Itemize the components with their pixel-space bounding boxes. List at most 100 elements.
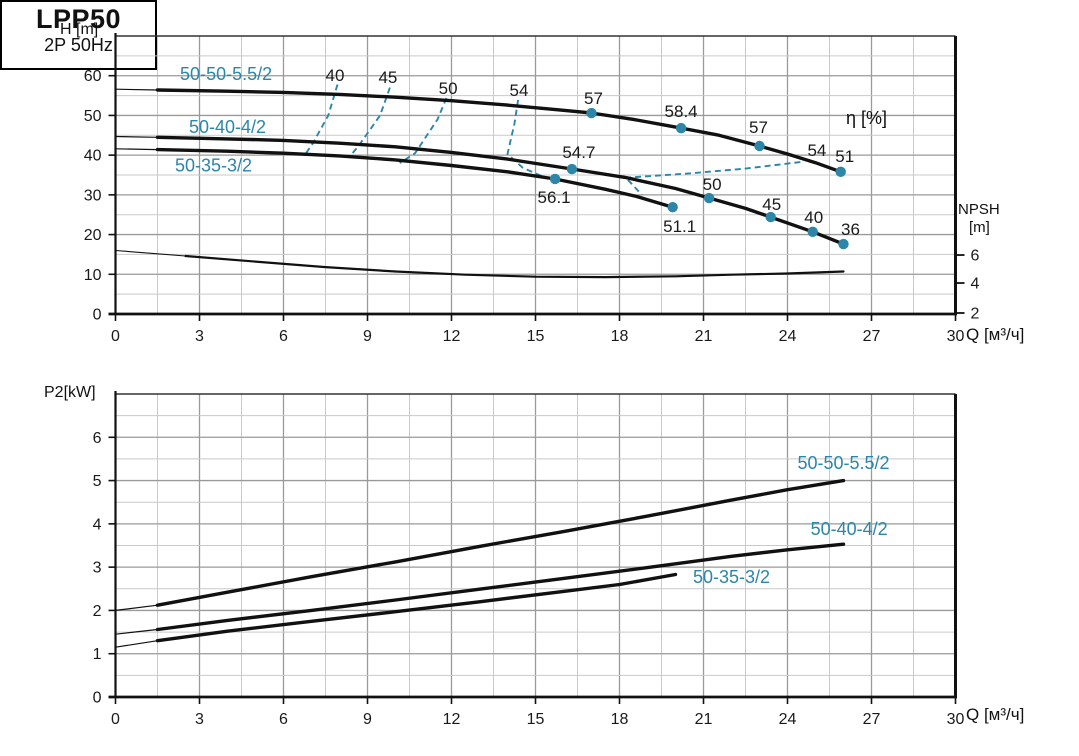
efficiency-point	[667, 201, 678, 213]
hq-x-tick-label: 15	[527, 328, 545, 345]
iso-efficiency-line-50	[399, 97, 448, 164]
iso-efficiency-line-link	[627, 179, 643, 196]
hq-x-tick-label: 9	[363, 328, 372, 345]
curve-lead-50-40-4-2	[115, 628, 158, 635]
hq-y-tick-label: 50	[84, 108, 102, 125]
hq-y-tick-label: 0	[93, 307, 102, 324]
hq-x-tick-label: 6	[279, 328, 288, 345]
p2-x-tick-label: 18	[611, 711, 629, 728]
hq-y-tick-label: 30	[84, 187, 102, 204]
iso-efficiency-label: 40	[326, 66, 345, 85]
curve-label-50-40-4-2: 50-40-4/2	[811, 519, 888, 539]
hq-y-tick-label: 10	[84, 267, 102, 284]
p2-x-tick-label: 30	[947, 711, 965, 728]
curve-lead-50-40-4-2	[115, 135, 158, 138]
p2-x-tick-label: 0	[111, 711, 120, 728]
iso-efficiency-label: 50	[439, 79, 458, 98]
p2-x-tick-label: 27	[863, 711, 881, 728]
curve-lead-50-35-3-2	[115, 148, 158, 151]
p2-x-tick-label: 12	[443, 711, 461, 728]
hq-y-tick-label: 60	[84, 68, 102, 85]
hq-y-axis-title: H [m]	[60, 21, 99, 38]
npsh-curve	[184, 254, 845, 279]
pump-model-spec: 2P 50Hz	[44, 35, 113, 55]
curve-label-50-35-3-2: 50-35-3/2	[693, 567, 770, 587]
efficiency-point	[754, 140, 765, 152]
efficiency-point	[549, 173, 561, 185]
efficiency-point-label: 58.4	[665, 102, 698, 121]
hq-x-tick-label: 24	[779, 328, 797, 345]
curve-50-35-3-2	[155, 147, 675, 209]
p2-x-axis-title: Q [м³/ч]	[966, 705, 1025, 724]
efficiency-point	[586, 107, 597, 119]
iso-efficiency-line-54	[625, 160, 802, 179]
p2-x-tick-label: 15	[527, 711, 545, 728]
hq-y-tick-label: 40	[84, 148, 102, 165]
curve-50-40-4-2	[155, 542, 846, 632]
hq-x-tick-label: 18	[611, 328, 629, 345]
curve-label-50-40-4-2: 50-40-4/2	[189, 117, 266, 137]
pump-model-name: LPP50	[35, 4, 122, 34]
npsh-axis-tick-label: 4	[971, 276, 980, 293]
hq-x-tick-label: 3	[195, 328, 204, 345]
iso-efficiency-label: 45	[378, 68, 397, 87]
npsh-axis-tick-label: 6	[971, 248, 980, 265]
p2-chart: 0 3 6 9 12 15 18 21 24 27 30012345650-50-5.5/250-4…	[93, 391, 965, 728]
curve-50-35-3-2	[155, 572, 678, 643]
curve-label-50-35-3-2: 50-35-3/2	[175, 155, 252, 175]
efficiency-point-label: 50	[703, 175, 722, 194]
hq-x-axis-title: Q [м³/ч]	[966, 325, 1025, 344]
efficiency-point	[675, 122, 687, 134]
npsh-axis-tick-label: 2	[971, 306, 980, 323]
efficiency-point-label: 36	[841, 220, 860, 239]
curve-50-50-5-5-2	[155, 88, 843, 174]
hq-x-tick-label: 0	[111, 328, 120, 345]
curve-lead-50-50-5-5-2	[115, 604, 158, 611]
npsh-curve-lead	[115, 249, 186, 257]
curve-lead-50-50-5-5-2	[115, 88, 158, 91]
efficiency-point-label: 57	[584, 89, 603, 108]
hq-y-tick-label: 20	[84, 227, 102, 244]
efficiency-axis-label: η [%]	[846, 108, 888, 128]
efficiency-point-label: 56.1	[538, 188, 571, 207]
iso-efficiency-line-40	[304, 84, 339, 155]
curve-label-50-50-5-5-2: 50-50-5.5/2	[180, 64, 272, 84]
p2-y-axis-title: P2[kW]	[44, 384, 96, 401]
pump-model-title-box: LPP50 2P 50Hz	[0, 0, 157, 70]
curve-label-50-50-5-5-2: 50-50-5.5/2	[797, 453, 889, 473]
efficiency-point-label: 54.7	[562, 143, 595, 162]
efficiency-point-label: 57	[749, 118, 768, 137]
efficiency-point-label: 51	[835, 147, 854, 166]
p2-x-tick-label: 21	[695, 711, 713, 728]
p2-y-tick-label: 4	[93, 516, 102, 533]
hq-x-tick-label: 27	[863, 328, 881, 345]
p2-y-tick-label: 3	[93, 560, 102, 577]
p2-y-tick-label: 2	[93, 603, 102, 620]
efficiency-point-label: 40	[804, 208, 823, 227]
efficiency-point	[807, 226, 818, 237]
efficiency-point	[765, 211, 776, 223]
efficiency-point-label: 51.1	[663, 217, 696, 236]
hq-x-tick-label: 30	[947, 328, 965, 345]
hq-x-tick-label: 21	[695, 328, 713, 345]
efficiency-point	[703, 192, 715, 204]
efficiency-point	[566, 163, 578, 175]
p2-x-tick-label: 3	[195, 711, 204, 728]
p2-y-tick-label: 5	[93, 473, 102, 490]
efficiency-point	[838, 238, 849, 250]
npsh-axis-label: NPSH	[958, 201, 1000, 218]
iso-efficiency-label: 54	[510, 81, 529, 100]
hq-chart: 0 3 6 9 12 15 18 21 24 27 30010203040506024650-50-…	[84, 33, 980, 345]
curve-50-50-5-5-2	[155, 478, 846, 607]
p2-x-tick-label: 24	[779, 711, 797, 728]
p2-y-tick-label: 1	[93, 646, 102, 663]
p2-y-tick-label: 6	[93, 430, 102, 447]
iso-efficiency-label: 54	[807, 141, 826, 160]
efficiency-point-label: 45	[762, 195, 781, 214]
p2-y-tick-label: 0	[93, 690, 102, 707]
p2-x-tick-label: 9	[363, 711, 372, 728]
hq-x-tick-label: 12	[443, 328, 461, 345]
p2-x-tick-label: 6	[279, 711, 288, 728]
